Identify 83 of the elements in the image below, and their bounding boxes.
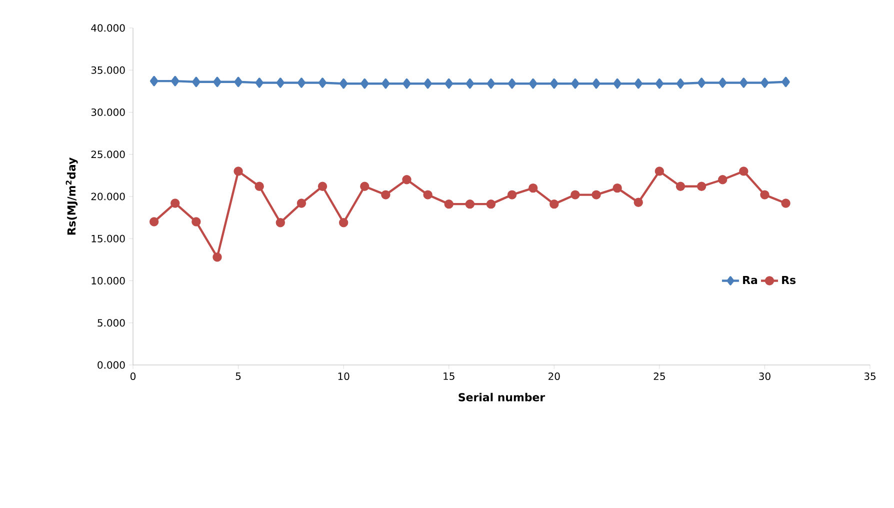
- point: [466, 78, 474, 89]
- point: [718, 78, 727, 88]
- point: [276, 218, 286, 228]
- point: [507, 190, 517, 200]
- legend-label: Rs: [782, 276, 796, 284]
- point: [697, 78, 706, 88]
- point: [381, 190, 390, 200]
- y-tick-label: 40.000: [91, 24, 125, 32]
- point: [760, 190, 770, 200]
- x-tick-label: 5: [236, 372, 241, 380]
- point: [255, 78, 264, 88]
- point: [781, 198, 790, 208]
- legend-label: Ra: [743, 276, 758, 284]
- point: [740, 78, 748, 88]
- point: [613, 78, 622, 89]
- point: [739, 166, 748, 176]
- point: [696, 182, 706, 191]
- point: [634, 198, 643, 207]
- y-tick-label: 30.000: [91, 108, 125, 116]
- point: [212, 252, 222, 262]
- point: [782, 76, 790, 88]
- point: [760, 78, 769, 88]
- y-tick-label: 20.000: [91, 192, 125, 200]
- x-tick-label: 25: [654, 372, 665, 380]
- point: [297, 78, 306, 88]
- point: [192, 76, 200, 88]
- x-tick-label: 15: [444, 372, 454, 380]
- point: [423, 190, 432, 200]
- point: [382, 78, 390, 89]
- point: [276, 78, 285, 88]
- x-tick-label: 20: [548, 372, 560, 380]
- point: [171, 76, 180, 86]
- y-tick-label: 15.000: [92, 234, 125, 242]
- point: [676, 182, 686, 191]
- point: [550, 199, 559, 209]
- y-tick-label: 35.000: [91, 66, 125, 74]
- y-tick-label: 0.000: [98, 361, 125, 369]
- point: [234, 76, 242, 88]
- y-tick-label: 10.000: [92, 276, 125, 284]
- y-tick-label: 5.000: [98, 319, 125, 327]
- x-tick-label: 30: [759, 372, 770, 380]
- x-tick-label: 35: [864, 372, 876, 380]
- point: [486, 199, 496, 209]
- point: [718, 175, 728, 184]
- point: [149, 217, 159, 226]
- point: [444, 199, 454, 209]
- point: [654, 166, 664, 176]
- point: [234, 166, 243, 176]
- point: [444, 78, 453, 89]
- point: [296, 198, 306, 208]
- point: [528, 183, 538, 193]
- point: [676, 78, 685, 89]
- point: [592, 190, 601, 200]
- point: [592, 78, 600, 89]
- point: [550, 78, 558, 89]
- y-tick-label: 25.000: [91, 150, 125, 158]
- y-axis-title: Rs(MJ/m$^{2}$day: [66, 158, 78, 235]
- point: [150, 76, 158, 86]
- point: [339, 78, 348, 89]
- point: [338, 218, 348, 228]
- point: [318, 78, 327, 88]
- point: [254, 182, 264, 191]
- point: [170, 198, 180, 208]
- point: [571, 78, 580, 89]
- point: [424, 78, 432, 89]
- point: [360, 78, 369, 89]
- point: [612, 183, 622, 193]
- x-tick-label: 0: [130, 372, 136, 380]
- point: [192, 217, 201, 226]
- point: [402, 175, 412, 184]
- point: [402, 78, 411, 89]
- point: [508, 78, 516, 89]
- x-axis-title: Serial number: [458, 392, 546, 402]
- point: [634, 78, 642, 89]
- point: [318, 182, 328, 191]
- x-tick-label: 10: [338, 372, 350, 380]
- point: [570, 190, 580, 200]
- point: [486, 78, 496, 89]
- point: [213, 76, 222, 88]
- point: [465, 199, 475, 209]
- point: [528, 78, 538, 89]
- point: [655, 78, 664, 89]
- point: [360, 182, 370, 191]
